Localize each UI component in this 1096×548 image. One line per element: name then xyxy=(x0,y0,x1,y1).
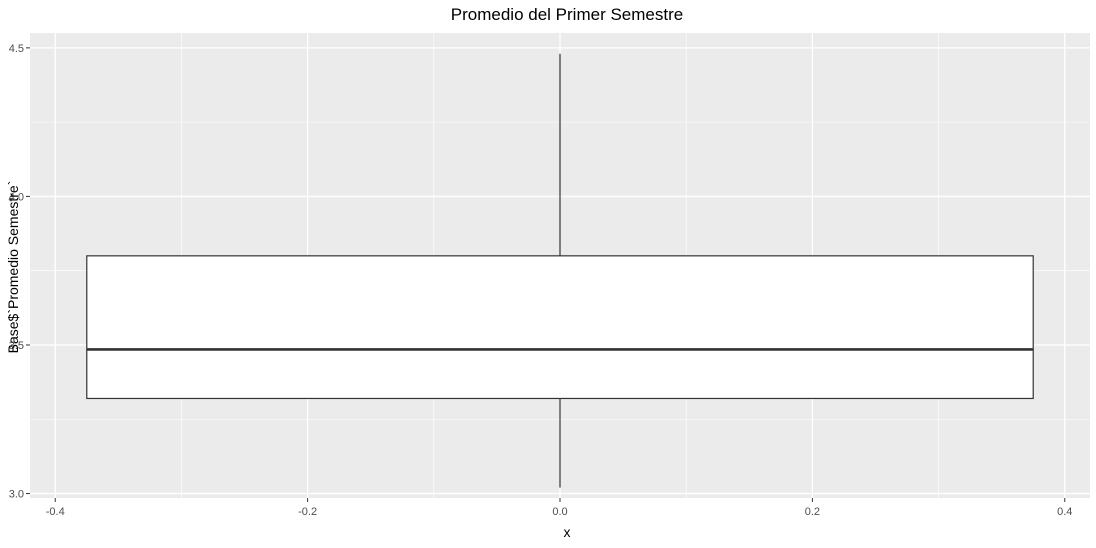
y-tick-label-3: 4.5 xyxy=(9,43,24,55)
x-tick-label-0: -0.4 xyxy=(46,506,65,518)
y-axis-title: Base$`Promedio Semestre` xyxy=(5,181,21,354)
x-tick-label-4: 0.4 xyxy=(1057,506,1072,518)
y-tick-label-1: 3.5 xyxy=(9,340,24,352)
x-tick-label-3: 0.2 xyxy=(805,506,820,518)
y-tick-label-2: 4.0 xyxy=(9,191,24,203)
chart-title: Promedio del Primer Semestre xyxy=(451,5,683,24)
y-tick-label-0: 3.0 xyxy=(9,489,24,501)
x-tick-label-2: 0.0 xyxy=(552,506,567,518)
y-axis: 3.0 3.5 4.0 4.5 xyxy=(9,43,30,501)
boxplot xyxy=(86,53,1034,488)
x-axis-title: x xyxy=(564,524,571,540)
box-body xyxy=(86,255,1034,400)
x-tick-label-1: -0.2 xyxy=(298,506,317,518)
x-axis: -0.4 -0.2 0.0 0.2 0.4 xyxy=(46,498,1072,518)
